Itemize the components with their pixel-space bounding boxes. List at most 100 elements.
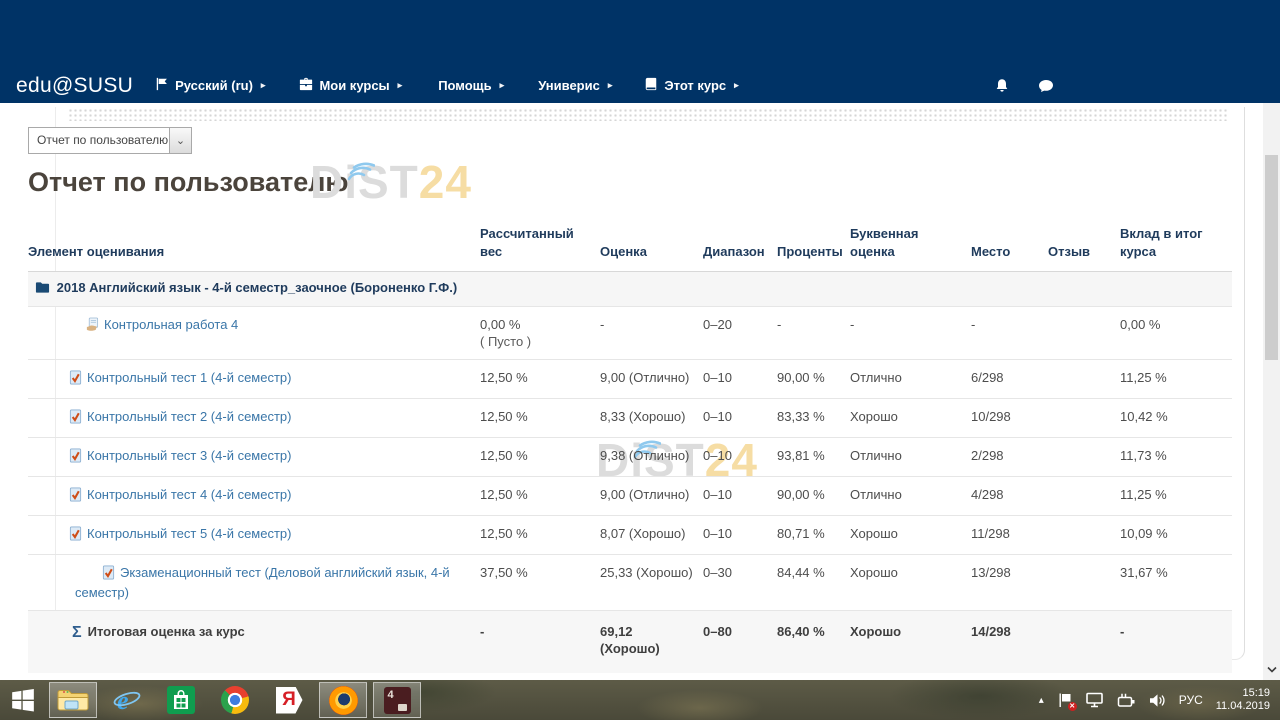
caret-right-icon: ▸ — [397, 80, 403, 90]
table-row: Контрольный тест 2 (4-й семестр) 12,50 %… — [28, 398, 1232, 438]
cell-weight: 12,50 % — [480, 370, 528, 385]
cell-rank: 4/298 — [971, 487, 1004, 502]
cell-letter: - — [850, 317, 855, 332]
page-title: Отчет по пользователю — [28, 167, 349, 197]
system-tray: ▴ ✕ РУС 15:19 11.04.2019 — [1039, 680, 1280, 720]
category-name: 2018 Английский язык - 4-й семестр_заочн… — [56, 280, 458, 295]
cell-grade: 8,33 (Хорошо) — [600, 409, 686, 424]
grade-item-link[interactable]: Контрольный тест 1 (4-й семестр) — [87, 370, 292, 385]
total-percentage: 86,40 % — [777, 624, 825, 639]
cell-grade: - — [600, 317, 605, 332]
messages-chat-icon[interactable] — [1038, 78, 1054, 94]
cell-percentage: 90,00 % — [777, 487, 825, 502]
windows-taskbar: e Я 4 ▴ ✕ — [0, 680, 1280, 720]
taskbar-chrome-icon[interactable] — [211, 682, 259, 718]
cell-percentage: 83,33 % — [777, 409, 825, 424]
flag-icon — [155, 77, 169, 94]
taskbar-internet-explorer-icon[interactable]: e — [103, 682, 151, 718]
cell-percentage: 84,44 % — [777, 565, 825, 580]
cell-weight: 37,50 % — [480, 565, 528, 580]
taskbar-file-explorer-icon[interactable] — [49, 682, 97, 718]
cell-rank: 10/298 — [971, 409, 1011, 424]
nav-language-menu[interactable]: Русский (ru) ▸ — [155, 77, 265, 94]
scrollbar-thumb[interactable] — [1265, 155, 1278, 360]
course-total-row: Σ Итоговая оценка за курс - 69,12 (Хорошо… — [28, 610, 1232, 673]
quiz-icon — [68, 448, 83, 467]
cell-contribution: 11,25 % — [1120, 487, 1167, 502]
power-battery-icon[interactable] — [1117, 693, 1136, 708]
col-letter-grade: Буквенная оценка — [850, 226, 919, 259]
taskbar-clock[interactable]: 15:19 11.04.2019 — [1216, 687, 1270, 713]
cell-percentage: 80,71 % — [777, 526, 825, 541]
cell-grade: 9,38 (Отлично) — [600, 448, 690, 463]
cell-feedback — [1048, 516, 1120, 555]
cell-letter: Хорошо — [850, 409, 898, 424]
cell-weight: 12,50 % — [480, 487, 528, 502]
nav-help-menu[interactable]: Помощь ▸ — [438, 78, 504, 93]
taskbar-yandex-browser-icon[interactable]: Я — [265, 682, 313, 718]
quiz-icon — [88, 565, 116, 584]
nav-my-courses-menu[interactable]: Мои курсы ▸ — [299, 77, 402, 94]
cell-contribution: 10,42 % — [1120, 409, 1168, 424]
chevron-down-icon[interactable]: ⌄ — [169, 128, 191, 153]
cell-feedback — [1048, 477, 1120, 516]
action-center-flag-icon[interactable]: ✕ — [1057, 692, 1077, 711]
notifications-bell-icon[interactable] — [994, 78, 1010, 94]
cell-letter: Отлично — [850, 487, 902, 502]
caret-right-icon: ▸ — [734, 80, 739, 90]
book-icon — [644, 77, 658, 94]
nav-right-icons — [994, 78, 1054, 94]
grade-item-link[interactable]: Контрольный тест 5 (4-й семестр) — [87, 526, 292, 541]
sigma-icon: Σ — [72, 624, 82, 641]
nav-univeris-menu[interactable]: Универис ▸ — [538, 78, 612, 93]
total-range: 0–80 — [703, 624, 732, 639]
cell-letter: Хорошо — [850, 526, 898, 541]
site-logo[interactable]: edu@SUSU — [16, 73, 134, 97]
cell-feedback — [1048, 555, 1120, 611]
table-row: Контрольный тест 4 (4-й семестр) 12,50 %… — [28, 476, 1232, 516]
taskbar-archive-app-icon[interactable]: 4 — [373, 682, 421, 718]
nav-item-label: Помощь — [438, 78, 492, 93]
svg-text:e: e — [117, 686, 129, 715]
cell-contribution: 11,73 % — [1120, 448, 1167, 463]
quiz-icon — [68, 487, 83, 506]
grade-item-link[interactable]: Экзаменационный тест (Деловой английский… — [75, 565, 450, 600]
cell-feedback — [1048, 307, 1120, 360]
taskbar-windows-store-icon[interactable] — [157, 682, 205, 718]
cell-range: 0–30 — [703, 565, 732, 580]
vertical-scrollbar[interactable] — [1263, 103, 1280, 680]
table-header-row: Элемент оценивания Рассчитанный вес Оцен… — [28, 221, 1232, 272]
grade-item-link[interactable]: Контрольный тест 2 (4-й семестр) — [87, 409, 292, 424]
total-contribution: - — [1120, 624, 1125, 639]
grade-item-link[interactable]: Контрольная работа 4 — [104, 317, 239, 332]
cell-rank: 13/298 — [971, 565, 1011, 580]
cell-range: 0–10 — [703, 526, 732, 541]
wifi-arcs-icon — [627, 417, 662, 471]
caret-right-icon: ▸ — [260, 80, 266, 90]
grade-item-link[interactable]: Контрольный тест 3 (4-й семестр) — [87, 448, 292, 463]
report-type-select[interactable]: Отчет по пользователю ⌄ — [28, 127, 192, 154]
scrollbar-down-arrow-icon[interactable] — [1263, 660, 1280, 678]
language-indicator[interactable]: РУС — [1178, 693, 1203, 707]
quiz-icon — [68, 370, 83, 389]
volume-icon[interactable] — [1149, 693, 1166, 708]
col-percentage: Проценты — [777, 244, 843, 259]
grade-item-link[interactable]: Контрольный тест 4 (4-й семестр) — [87, 487, 292, 502]
cell-rank: - — [971, 317, 976, 332]
cell-range: 0–10 — [703, 409, 732, 424]
caret-right-icon: ▸ — [499, 80, 505, 90]
clock-time: 15:19 — [1242, 687, 1270, 699]
clock-date: 11.04.2019 — [1215, 700, 1270, 712]
nav-this-course-menu[interactable]: Этот курс ▸ — [644, 77, 739, 94]
start-button[interactable] — [0, 680, 46, 720]
cell-letter: Отлично — [850, 370, 902, 385]
cell-weight: 12,50 % — [480, 409, 528, 424]
cell-grade: 8,07 (Хорошо) — [600, 526, 686, 541]
cell-weight: 12,50 % — [480, 526, 528, 541]
table-row: Контрольный тест 5 (4-й семестр) 12,50 %… — [28, 515, 1232, 555]
network-icon[interactable] — [1085, 692, 1104, 708]
taskbar-firefox-icon[interactable] — [319, 682, 367, 718]
show-hidden-icons-button[interactable]: ▴ — [1038, 694, 1044, 706]
col-grade: Оценка — [600, 244, 647, 259]
